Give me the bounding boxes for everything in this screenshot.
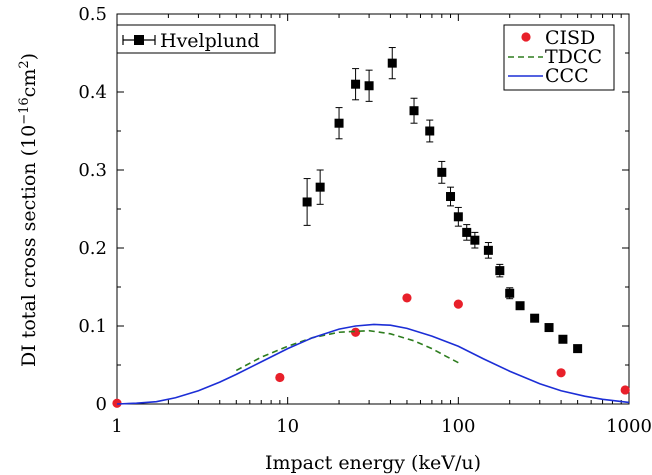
- data-point-hvelplund: [483, 245, 493, 255]
- data-point-hvelplund: [515, 301, 525, 311]
- data-point-hvelplund: [446, 192, 456, 202]
- y-axis-title-mid: cm: [18, 69, 40, 98]
- y-tick-label: 0: [96, 394, 107, 415]
- y-tick-label: 0.2: [78, 238, 107, 259]
- x-tick-label: 100: [441, 416, 475, 437]
- series-line-ccc: [116, 323, 630, 405]
- data-point-cisd: [275, 372, 285, 383]
- x-axis-title: Impact energy (keV/u): [265, 452, 481, 474]
- legend-left: Hvelplund: [116, 24, 276, 54]
- legend-cisd-label: CISD: [545, 27, 595, 49]
- x-tick-label: 1000: [606, 416, 652, 437]
- series-layer: [112, 47, 630, 408]
- data-point-cisd: [350, 327, 361, 337]
- data-point-hvelplund: [409, 106, 419, 116]
- axis-tick-labels: 0 0.1 0.2 0.3 0.4 0.5 1 10 100 1000: [78, 4, 652, 437]
- y-tick-label: 0.4: [78, 82, 107, 103]
- data-point-hvelplund: [351, 79, 361, 89]
- y-axis-title: DI total cross section (10−16cm2): [17, 53, 41, 367]
- series-line-tdcc: [235, 329, 459, 372]
- data-point-hvelplund: [387, 58, 397, 68]
- data-point-hvelplund: [505, 288, 515, 298]
- data-point-hvelplund: [530, 313, 540, 323]
- data-point-hvelplund: [425, 126, 435, 136]
- y-tick-label: 0.1: [78, 316, 107, 337]
- legend-hvelplund-label: Hvelplund: [160, 30, 260, 52]
- data-point-hvelplund: [453, 212, 463, 222]
- y-axis-title-main: DI total cross section (10: [18, 125, 40, 367]
- data-point-hvelplund: [364, 81, 374, 91]
- axis-ticks: [116, 13, 630, 405]
- data-point-hvelplund: [573, 344, 583, 354]
- data-point-hvelplund: [437, 167, 447, 177]
- y-axis-title-end: ): [18, 53, 40, 60]
- data-point-hvelplund: [470, 235, 480, 245]
- data-point-hvelplund: [334, 118, 344, 128]
- data-point-cisd: [453, 299, 463, 309]
- data-point-hvelplund: [495, 266, 505, 276]
- y-tick-label: 0.3: [78, 160, 107, 181]
- legend-hvelplund-symbol: [122, 35, 156, 45]
- y-axis-title-exp2: 2: [17, 60, 32, 68]
- legend-right: CISD TDCC CCC: [503, 24, 615, 91]
- legend-ccc-label: CCC: [545, 65, 589, 87]
- data-point-hvelplund: [302, 197, 312, 207]
- data-point-hvelplund: [315, 182, 325, 192]
- data-point-cisd: [620, 385, 630, 395]
- legend-tdcc-label: TDCC: [545, 46, 602, 68]
- data-point-hvelplund: [462, 227, 472, 237]
- data-point-cisd: [556, 368, 566, 378]
- legend-cisd-symbol: [521, 32, 531, 42]
- data-point-hvelplund: [558, 334, 568, 344]
- x-tick-label: 10: [276, 416, 299, 437]
- y-tick-label: 0.5: [78, 4, 107, 25]
- data-point-cisd: [402, 293, 412, 303]
- data-point-hvelplund: [544, 323, 554, 333]
- y-axis-title-exp1: −16: [17, 97, 32, 124]
- x-tick-label: 1: [111, 416, 122, 437]
